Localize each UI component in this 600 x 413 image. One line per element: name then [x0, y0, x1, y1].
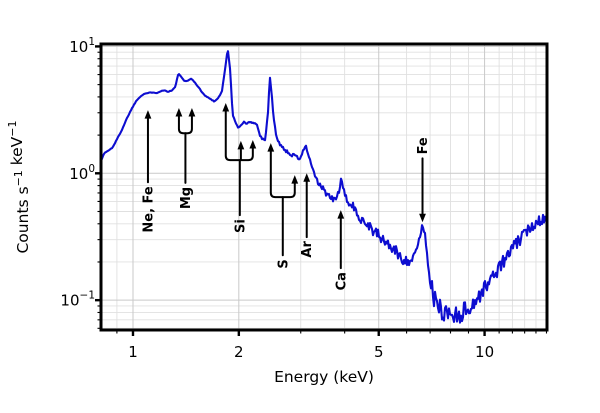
- y-tick-label-10e−1: 10−1: [60, 290, 95, 310]
- arrowhead: [303, 173, 311, 182]
- y-tick-label-10e1: 101: [69, 36, 95, 56]
- arrowhead: [267, 143, 275, 152]
- annotation-label: Ne, Fe: [141, 186, 156, 233]
- annotation-label: Ar: [300, 241, 315, 258]
- annotation-label: Ca: [334, 272, 349, 290]
- spectrum-curve: [99, 50, 549, 324]
- arrowhead: [222, 103, 230, 112]
- annotation-ca: Ca: [334, 210, 349, 290]
- annotation-label: Si: [233, 219, 248, 233]
- annotation-fe: Fe: [416, 137, 431, 223]
- y-tick-label-10e0: 100: [69, 163, 95, 183]
- arrowhead: [337, 210, 345, 219]
- axis-ticks: [95, 45, 548, 336]
- annotation-si: Si: [222, 103, 257, 233]
- annotation-ne-fe: Ne, Fe: [141, 110, 156, 233]
- arrowhead: [419, 213, 426, 223]
- annotation-mg: Mg: [175, 108, 196, 209]
- arrowhead: [144, 110, 152, 119]
- arrowhead: [188, 108, 196, 117]
- annotation-s: S: [267, 143, 299, 269]
- annotation-label: S: [276, 259, 291, 268]
- annotation-label: Mg: [179, 187, 194, 209]
- annotation-label: Fe: [416, 137, 431, 154]
- arrowhead: [291, 175, 299, 184]
- x-tick-label-10: 10: [475, 343, 494, 361]
- x-tick-label-5: 5: [374, 343, 384, 361]
- y-axis-label: Counts s−1 keV−1: [6, 120, 32, 253]
- annotation-ar: Ar: [300, 173, 315, 258]
- arrowhead: [249, 140, 257, 149]
- element-line-annotations: Ne, Fe Mg Si S Ar Ca Fe: [141, 103, 431, 290]
- tick-labels: 1 2 5 10 10−1 100 101: [60, 36, 494, 361]
- plot-frame: [99, 42, 549, 332]
- arrowhead: [237, 140, 245, 150]
- x-tick-label-2: 2: [234, 343, 244, 361]
- x-axis-label: Energy (keV): [274, 368, 374, 386]
- x-tick-label-1: 1: [128, 343, 138, 361]
- arrowhead: [175, 108, 183, 117]
